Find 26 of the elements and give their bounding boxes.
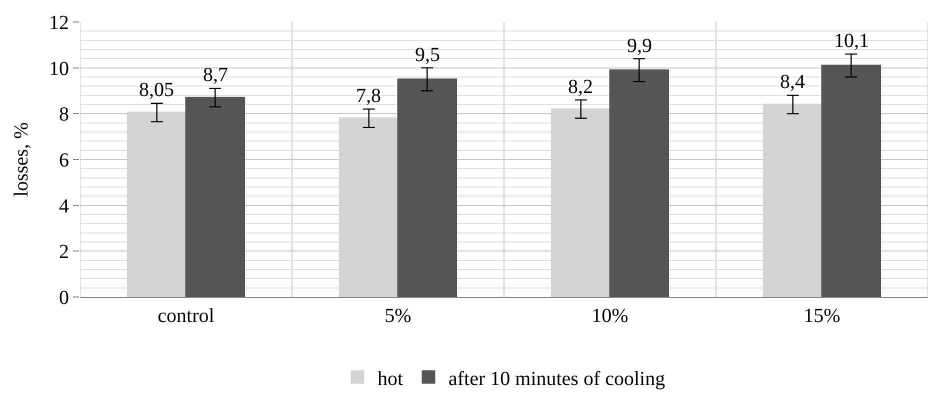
legend-label: after 10 minutes of cooling [448,368,666,390]
y-tick-label: 6 [59,150,69,172]
y-tick-label: 8 [59,104,69,126]
data-label: 9,5 [415,44,440,66]
legend-label: hot [378,368,404,390]
data-label: 8,7 [203,64,228,86]
data-label: 7,8 [356,85,381,107]
y-tick-label: 10 [49,58,69,80]
x-tick-label: 15% [804,305,840,327]
bar [185,96,246,297]
y-tick-label: 2 [59,241,69,264]
data-label: 8,2 [568,76,593,98]
y-tick-label: 0 [59,287,69,309]
y-tick-label: 12 [49,12,69,34]
data-label: 10,1 [834,30,869,52]
x-tick-label: 5% [384,305,412,327]
data-label: 8,05 [139,79,174,101]
y-axis-title: losses, % [10,122,32,197]
bar [397,78,458,297]
data-label: 8,4 [780,71,805,93]
x-tick-label: control [158,305,215,327]
bar [821,64,882,297]
y-tick-label: 4 [59,195,69,218]
data-label: 9,9 [627,35,652,57]
bar [609,69,670,297]
x-tick-label: 10% [592,305,628,327]
